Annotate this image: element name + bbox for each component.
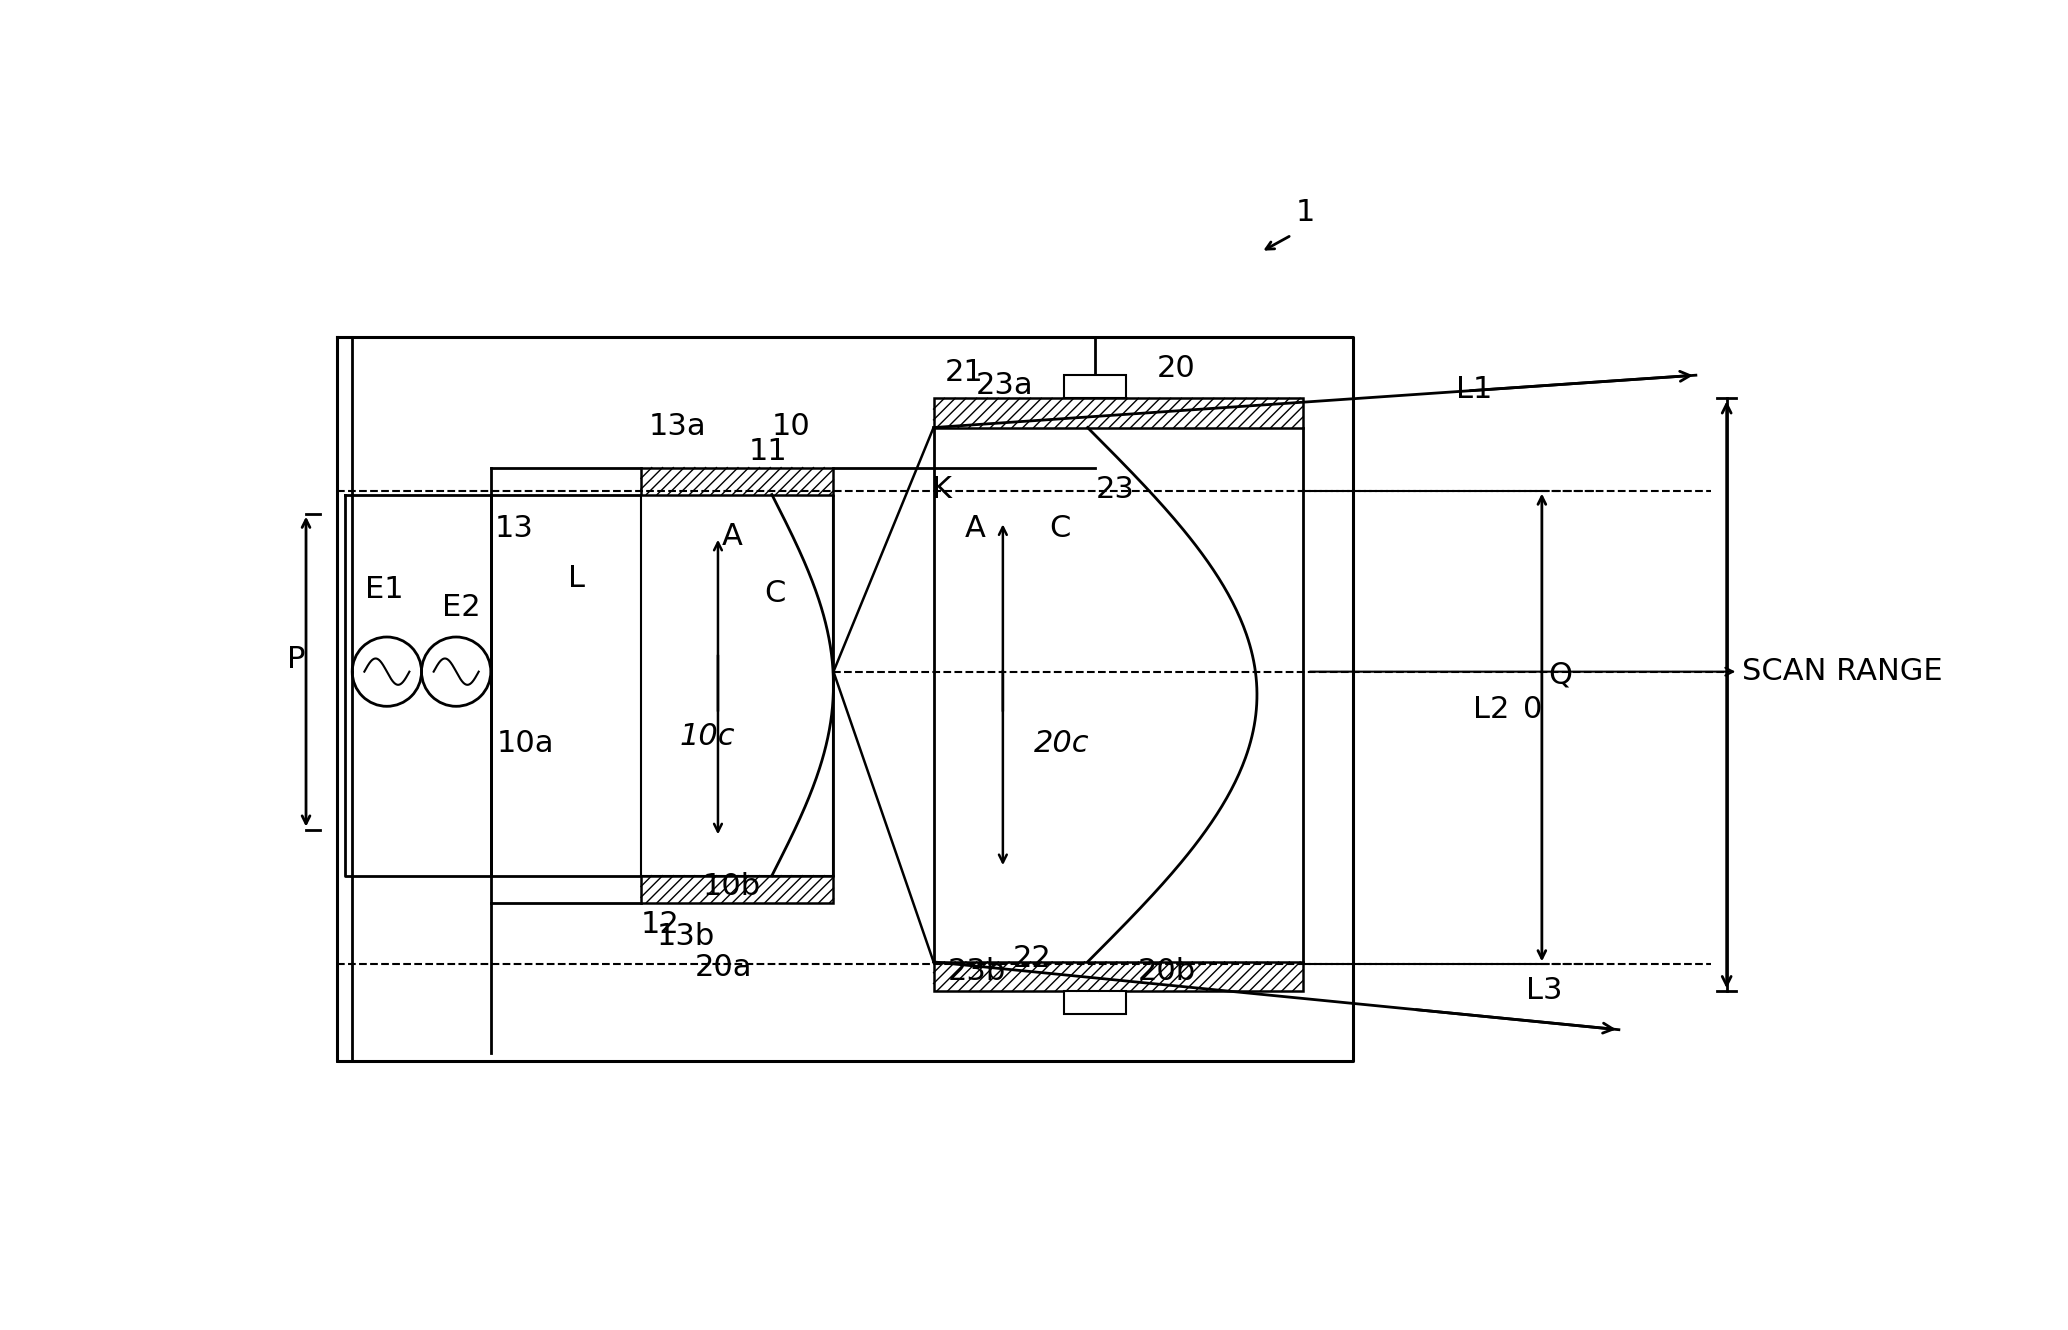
Text: 20c: 20c — [1034, 729, 1090, 758]
Text: 13a: 13a — [649, 412, 707, 442]
Text: P: P — [287, 645, 306, 674]
Text: 13b: 13b — [656, 922, 716, 951]
Bar — [1065, 991, 1127, 1015]
Bar — [641, 468, 833, 495]
Text: 12: 12 — [641, 911, 680, 939]
Text: 23a: 23a — [976, 371, 1034, 400]
Text: A: A — [964, 513, 984, 543]
Text: 20b: 20b — [1137, 956, 1195, 986]
Text: 1: 1 — [1295, 198, 1315, 227]
Text: 21: 21 — [945, 358, 984, 387]
Text: 10a: 10a — [496, 729, 554, 758]
Bar — [933, 962, 1303, 991]
Text: E2: E2 — [443, 593, 482, 622]
Text: L2: L2 — [1472, 694, 1510, 724]
Text: L3: L3 — [1526, 976, 1563, 1005]
Text: 22: 22 — [1013, 943, 1053, 972]
Text: A: A — [722, 521, 742, 551]
Text: C: C — [1048, 513, 1071, 543]
Text: 11: 11 — [749, 436, 788, 465]
Text: L1: L1 — [1456, 375, 1491, 404]
Bar — [641, 875, 833, 903]
Text: Q: Q — [1549, 660, 1572, 689]
Text: 23: 23 — [1096, 475, 1133, 504]
Text: L: L — [569, 564, 585, 593]
Bar — [641, 495, 833, 875]
Text: 13: 13 — [494, 513, 534, 543]
Text: K: K — [933, 475, 951, 504]
Text: 20: 20 — [1156, 354, 1195, 383]
Text: SCAN RANGE: SCAN RANGE — [1741, 657, 1942, 686]
Text: E1: E1 — [366, 576, 403, 605]
Text: 10c: 10c — [680, 722, 734, 751]
Bar — [935, 427, 1301, 962]
Text: 10b: 10b — [703, 872, 761, 900]
Text: 10: 10 — [771, 412, 811, 442]
Bar — [1065, 375, 1127, 398]
Text: 0: 0 — [1522, 694, 1543, 724]
Text: 20a: 20a — [695, 952, 753, 982]
Text: C: C — [765, 580, 786, 608]
Text: 23b: 23b — [947, 956, 1005, 986]
Bar — [933, 398, 1303, 427]
